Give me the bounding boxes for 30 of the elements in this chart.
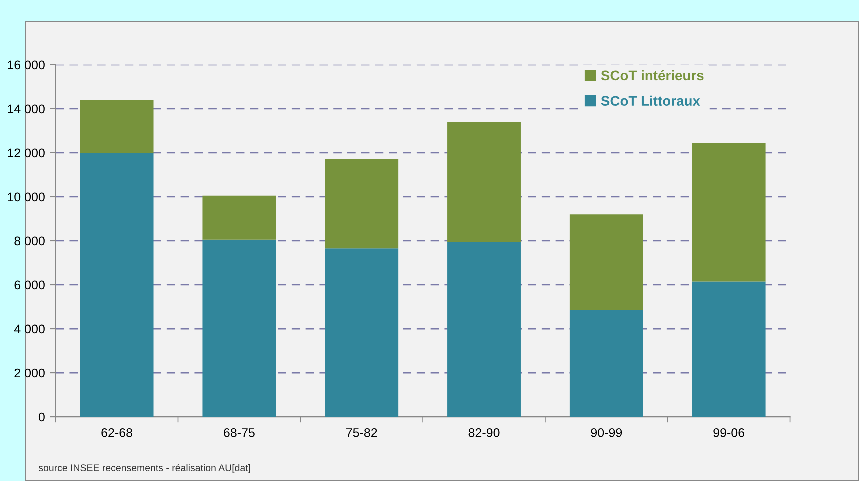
bar [202,196,276,240]
x-tick-label: 68-75 [224,428,255,438]
x-tick-label: 75-82 [346,428,378,438]
bar [448,242,521,418]
y-tick-label: 12 000 [8,148,45,158]
legend-label: SCoT Littoraux [601,96,700,106]
y-tick-label: 14 000 [8,104,45,114]
y-tick-label: 8 000 [14,236,45,246]
y-tick-label: 16 000 [8,60,45,70]
y-tick-label: 4 000 [14,324,45,334]
source-note: source INSEE recensements - réalisation AU[dat] [38,464,250,474]
x-tick-label: 82-90 [468,428,500,438]
bar [570,214,644,310]
bar [325,248,399,418]
y-tick-label: 2 000 [14,368,45,378]
bar [448,122,521,242]
bar [570,310,644,418]
x-tick-label: 62-68 [102,428,132,438]
x-tick-label: 90-99 [591,428,622,438]
y-tick-label: 6 000 [14,280,45,290]
bar [692,282,766,418]
bar [692,143,766,282]
x-tick-label: 99-06 [714,428,745,438]
y-tick-label: 0 [38,412,45,422]
bar [80,152,154,418]
bar [80,100,154,153]
bar [202,240,276,418]
bar [325,160,399,249]
y-tick-label: 10 000 [8,192,45,202]
legend-label: SCoT intérieurs [601,70,704,81]
